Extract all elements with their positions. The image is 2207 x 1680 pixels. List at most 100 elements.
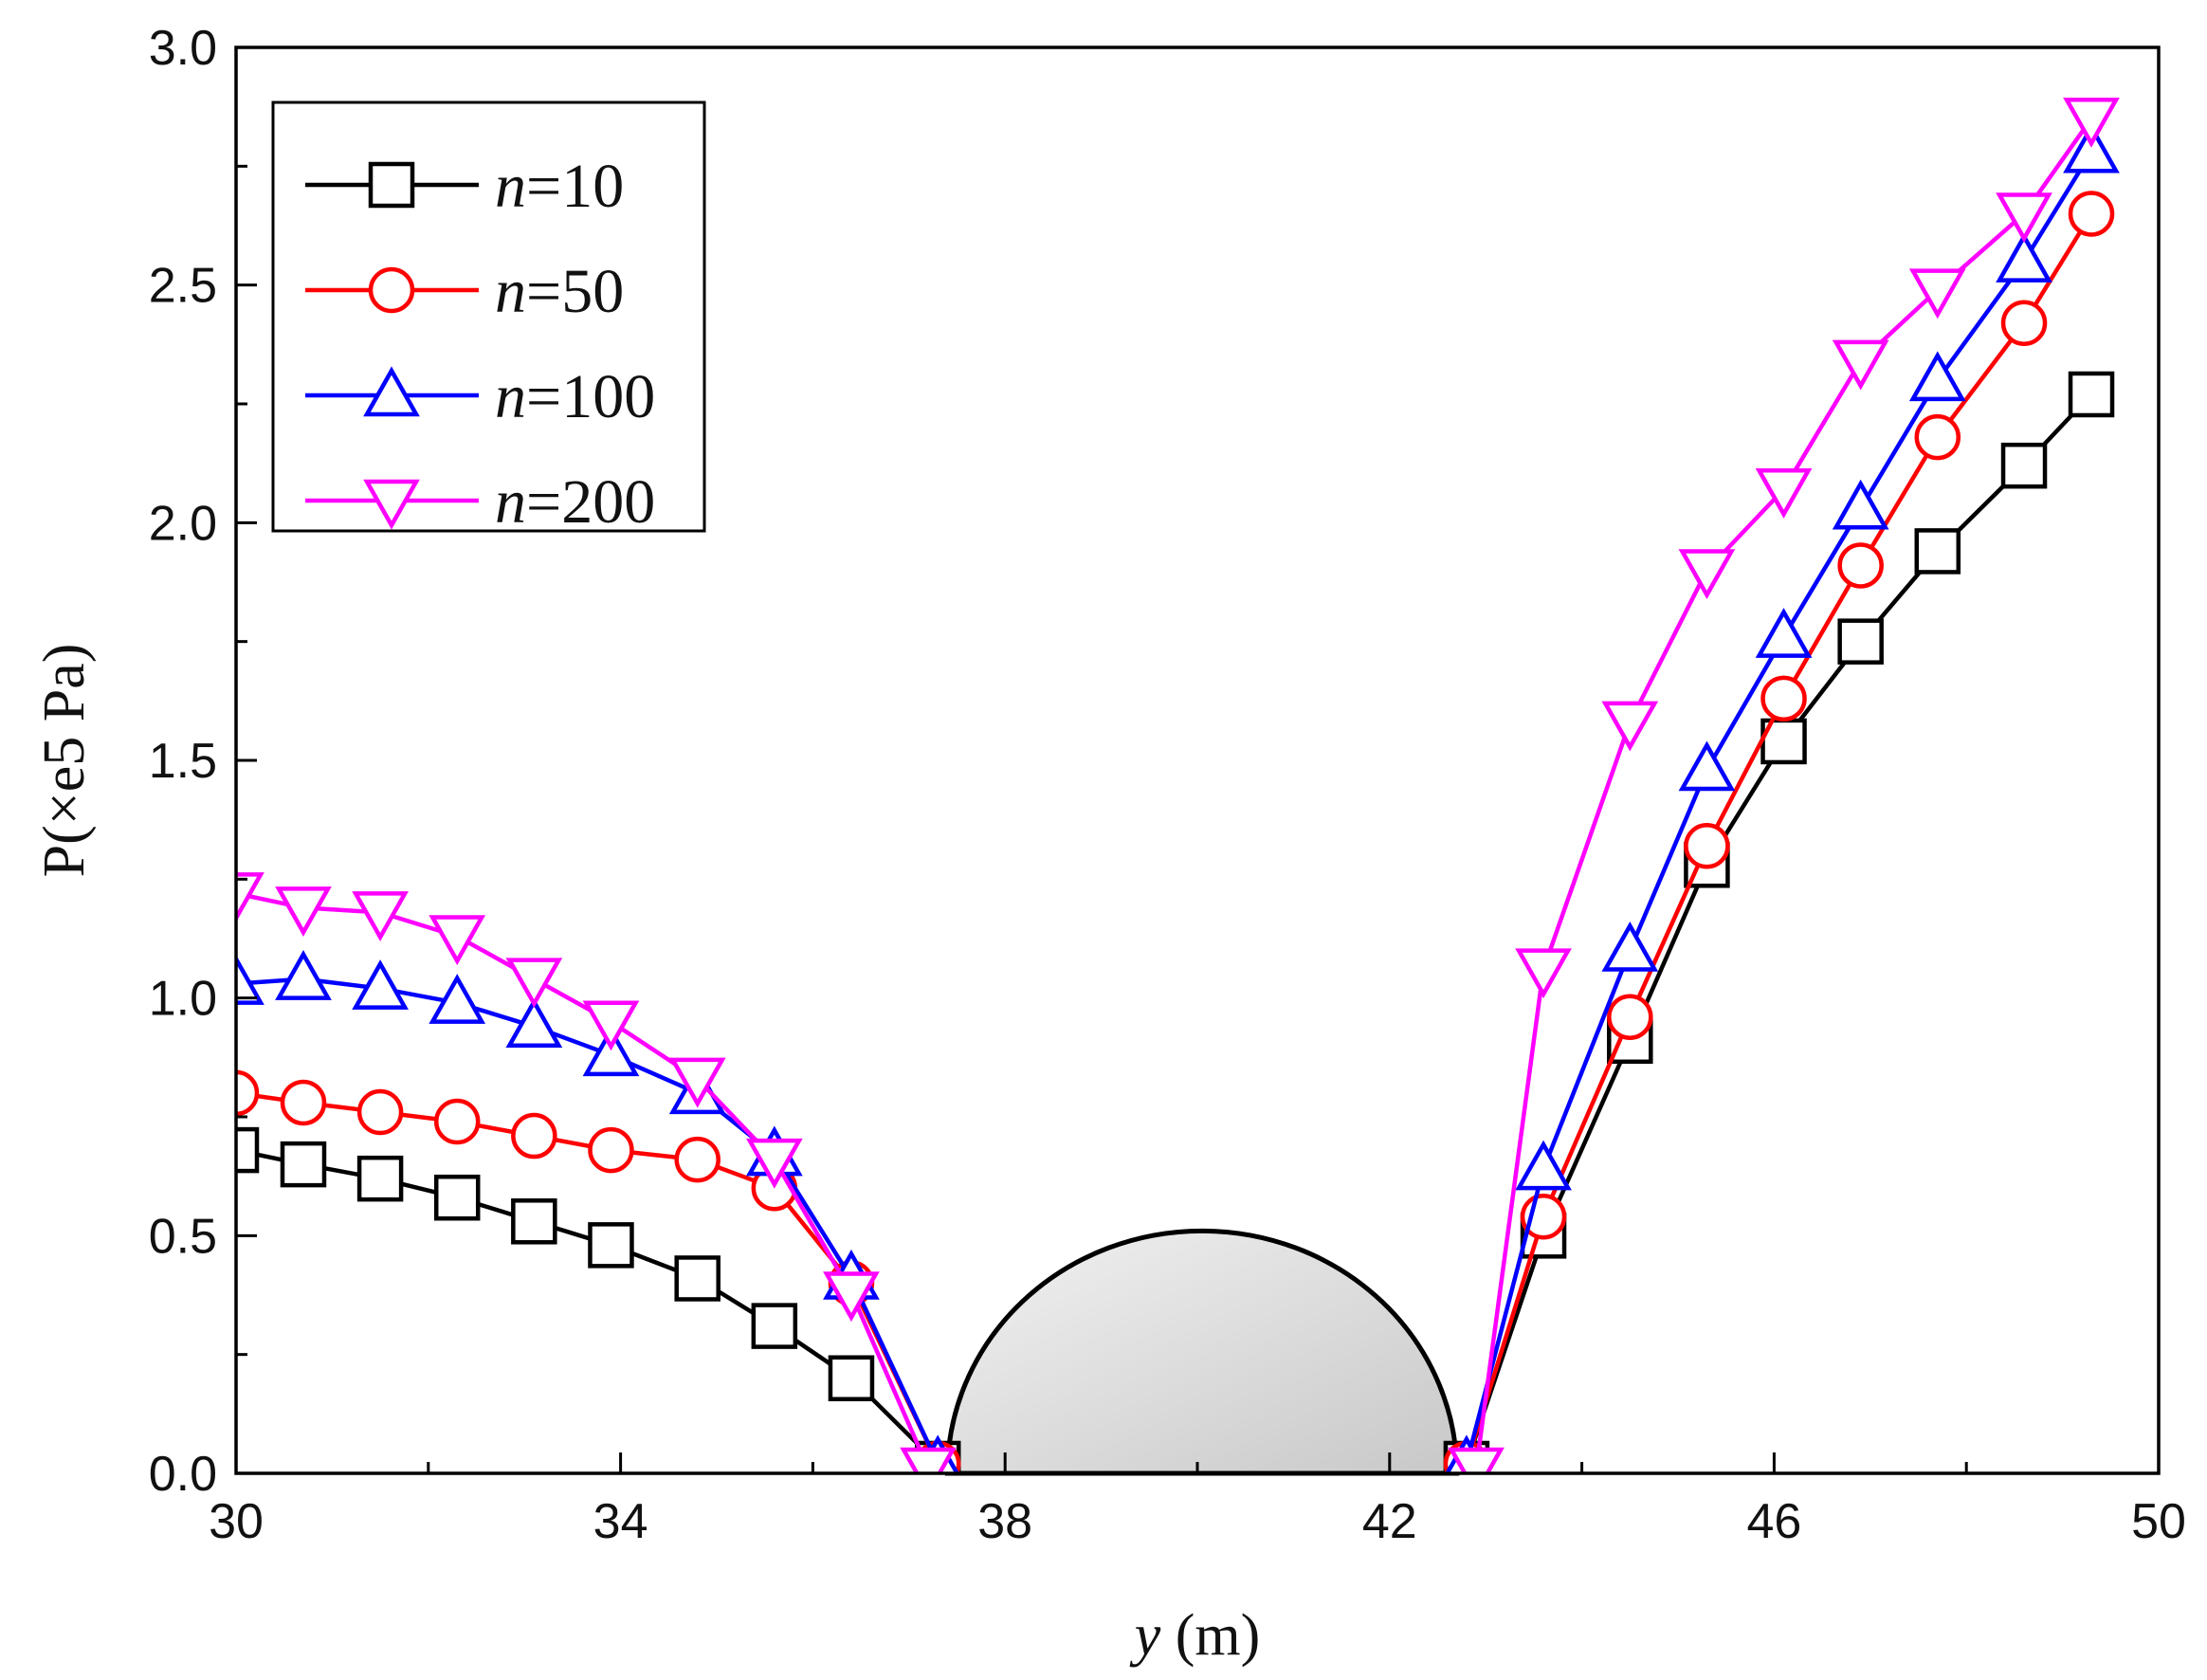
data-point-n=100-1-3	[1678, 740, 1736, 792]
data-point-n=10-0-1	[280, 1141, 327, 1188]
data-point-n=200-0-2	[352, 891, 409, 941]
data-point-n=100-1-2	[1601, 921, 1659, 972]
legend-label-variable: n	[495, 467, 526, 537]
y-tick-label: 1.0	[149, 972, 217, 1027]
legend-label-value: =10	[526, 152, 624, 221]
data-point-n=10-1-7	[2000, 442, 2048, 489]
data-point-n=200-0-1	[275, 886, 332, 937]
legend-label: n=50	[495, 257, 624, 326]
data-point-n=100-0-4	[505, 997, 563, 1048]
data-point-n=10-0-5	[588, 1222, 634, 1269]
data-point-n=100-1-6	[1908, 351, 1966, 402]
obstacle-shape	[944, 1228, 1460, 1476]
data-point-n=200-0-8	[823, 1271, 880, 1323]
series-line-n=100-segment-0	[236, 977, 940, 1465]
legend-item-n=50: n=50	[305, 257, 624, 326]
data-point-n=10-0-2	[356, 1155, 404, 1202]
x-axis-title: y (m)	[1129, 1603, 1261, 1668]
data-point-n=100-1-4	[1755, 608, 1813, 658]
x-tick-label: 42	[1362, 1494, 1417, 1549]
data-point-n=10-1-6	[1914, 528, 1961, 575]
legend-marker	[368, 161, 415, 209]
data-point-n=50-1-7	[2000, 300, 2048, 347]
legend-label: n=100	[495, 362, 655, 431]
data-point-n=200-0-7	[745, 1138, 803, 1189]
y-tick-label: 3.0	[149, 21, 217, 76]
ticks-layer: 30 34 38 42 46 50 0.0 0.5 1.0 1.5 2.0 2.5 3.0	[149, 21, 2186, 1549]
legend-box	[271, 100, 706, 533]
data-point-n=50-1-8	[2068, 191, 2115, 237]
legend-marker	[368, 266, 415, 314]
data-point-n=10-0-3	[433, 1174, 481, 1221]
series-line-n=50-segment-0	[236, 1090, 940, 1465]
data-point-n=50-0-0	[236, 1069, 260, 1117]
legend-marker	[363, 479, 420, 530]
data-point-n=50-0-1	[280, 1079, 327, 1126]
x-axis-variable: y	[1129, 1603, 1161, 1668]
data-point-n=10-0-7	[751, 1303, 798, 1349]
data-point-n=100-0-1	[275, 950, 332, 1000]
data-point-n=200-1-0	[1448, 1447, 1505, 1473]
data-point-n=50-1-6	[1914, 413, 1961, 461]
y-tick-label: 0.5	[149, 1209, 217, 1264]
data-point-n=50-1-2	[1607, 994, 1653, 1040]
data-point-n=200-0-5	[582, 1000, 640, 1051]
series-n=10	[236, 371, 2115, 1473]
legend-item-n=10: n=10	[305, 152, 624, 221]
data-point-n=10-0-6	[674, 1255, 720, 1302]
data-point-n=50-0-6	[674, 1136, 720, 1183]
legend-label-value: =100	[526, 362, 655, 431]
data-point-n=200-1-7	[1996, 192, 2052, 244]
x-axis-unit: (m)	[1160, 1603, 1260, 1668]
data-point-n=100-1-7	[1996, 232, 2052, 283]
data-point-n=200-1-6	[1908, 268, 1966, 320]
y-tick-label: 2.5	[149, 259, 217, 314]
y-axis-title: P(×e5 Pa)	[32, 644, 97, 878]
data-point-n=50-0-4	[511, 1112, 557, 1160]
data-point-n=100-0-2	[352, 959, 409, 1010]
data-point-n=50-1-5	[1837, 542, 1884, 589]
legend-marker	[363, 366, 420, 417]
legend-label-variable: n	[495, 152, 526, 221]
data-point-n=10-1-5	[1837, 618, 1884, 665]
y-tick-label: 1.5	[149, 734, 217, 789]
data-point-n=100-0-3	[429, 974, 486, 1024]
legend-label: n=200	[495, 467, 655, 537]
data-point-n=10-0-8	[828, 1355, 875, 1401]
legend-label-variable: n	[495, 362, 526, 431]
data-point-n=200-1-5	[1832, 339, 1889, 391]
legend-label-value: =50	[526, 257, 624, 326]
data-point-n=200-1-1	[1515, 948, 1572, 999]
data-point-n=200-1-4	[1755, 467, 1813, 519]
data-point-n=100-1-5	[1832, 479, 1889, 530]
data-point-n=50-0-5	[588, 1126, 634, 1174]
data-point-n=100-0-5	[582, 1026, 640, 1077]
data-point-n=200-0-4	[505, 958, 563, 1009]
data-point-n=200-1-3	[1678, 549, 1736, 600]
series-line-n=10-segment-0	[236, 1147, 939, 1466]
data-point-n=100-1-8	[2063, 122, 2120, 173]
y-tick-label: 2.0	[149, 496, 217, 551]
legend-label: n=10	[495, 152, 624, 221]
x-tick-label: 38	[977, 1494, 1032, 1549]
series-line-n=200-segment-0	[236, 891, 931, 1470]
x-tick-label: 34	[593, 1494, 648, 1549]
data-point-n=10-0-4	[511, 1198, 557, 1245]
data-point-n=10-0-0	[236, 1126, 260, 1174]
data-point-n=200-1-2	[1601, 701, 1659, 752]
data-point-n=50-0-3	[433, 1098, 481, 1145]
legend-item-n=100: n=100	[305, 362, 655, 431]
x-tick-label: 50	[2131, 1494, 2186, 1549]
data-point-n=200-1-8	[2063, 97, 2120, 148]
data-point-n=50-1-4	[1760, 675, 1807, 722]
data-point-n=100-1-1	[1515, 1140, 1572, 1191]
data-point-n=200-0-9	[900, 1447, 957, 1473]
obstacle-layer	[944, 1228, 1460, 1476]
y-tick-label: 0.0	[149, 1447, 217, 1502]
series-n=200	[236, 97, 2120, 1473]
data-point-n=200-0-0	[236, 872, 264, 922]
data-point-n=200-0-3	[429, 915, 486, 966]
